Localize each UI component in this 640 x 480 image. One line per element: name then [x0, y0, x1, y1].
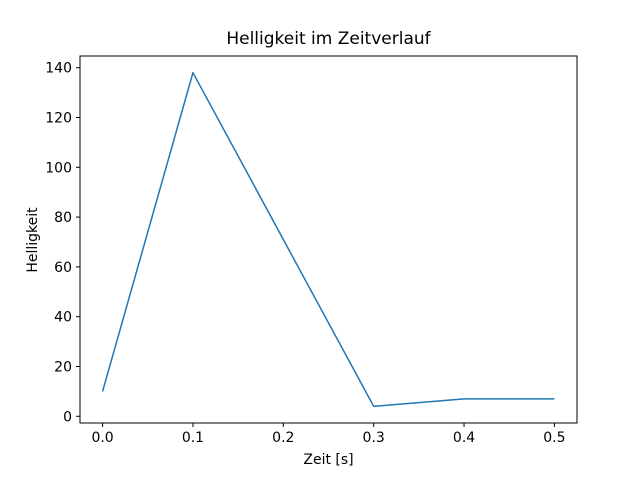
- x-tick-label: 0.4: [453, 430, 475, 446]
- y-axis-label: Helligkeit: [25, 207, 41, 273]
- y-tick-label: 0: [63, 409, 72, 425]
- y-tick-label: 60: [54, 260, 72, 276]
- x-tick-label: 0.3: [363, 430, 385, 446]
- chart-title: Helligkeit im Zeitverlauf: [226, 29, 431, 49]
- y-axis: 0 20 40 60 80 100 120 140: [45, 61, 80, 425]
- y-tick-label: 80: [54, 210, 72, 226]
- data-line-helligkeit: [101, 71, 555, 408]
- x-tick-label: 0.2: [272, 430, 294, 446]
- x-tick-label: 0.1: [182, 430, 204, 446]
- y-tick-label: 20: [54, 359, 72, 375]
- y-tick-label: 140: [45, 61, 72, 77]
- x-tick-label: 0.0: [91, 430, 113, 446]
- x-tick-label: 0.5: [543, 430, 565, 446]
- axes-frame: [79, 55, 578, 424]
- y-tick-label: 120: [45, 110, 72, 126]
- y-tick-label: 40: [54, 310, 72, 326]
- y-tick-label: 100: [45, 160, 72, 176]
- axes-background: [80, 56, 577, 423]
- x-axis: 0.0 0.1 0.2 0.3 0.4 0.5: [91, 423, 566, 446]
- x-axis-label: Zeit [s]: [303, 452, 354, 468]
